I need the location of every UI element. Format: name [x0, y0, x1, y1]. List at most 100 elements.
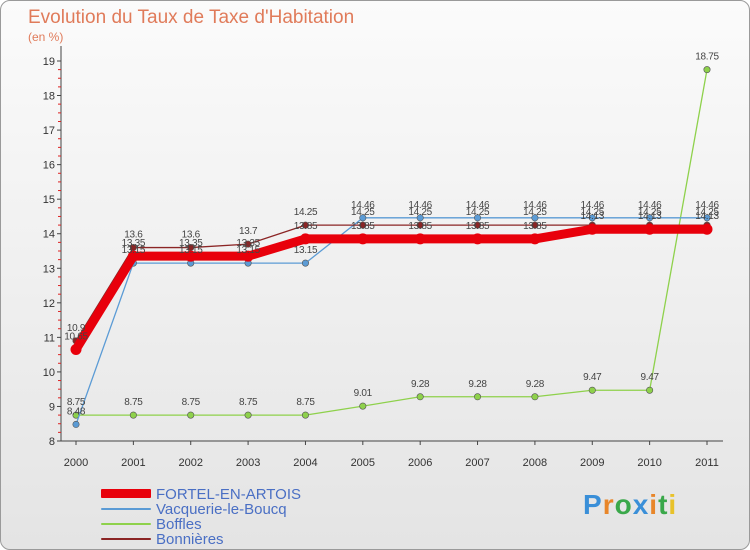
data-label: 13.15 [236, 245, 260, 256]
legend-item-vacquerie: Vacquerie-le-Boucq [101, 501, 361, 518]
data-point [474, 393, 482, 401]
data-point [416, 214, 424, 222]
legend-swatch-boffles [101, 523, 151, 525]
data-label: 9.28 [468, 379, 487, 390]
data-label: 9.01 [354, 388, 373, 399]
y-tick-label: 19 [43, 56, 55, 68]
data-label: 9.47 [583, 372, 602, 383]
data-point [588, 214, 596, 222]
data-point [70, 343, 82, 355]
data-point [244, 411, 252, 419]
data-point [359, 214, 367, 222]
data-point [531, 214, 539, 222]
x-tick-label: 2007 [465, 457, 489, 469]
data-label: 14.46 [351, 200, 375, 211]
data-point [72, 420, 80, 428]
data-label: 14.46 [581, 200, 605, 211]
y-tick-label: 16 [43, 160, 55, 172]
series-line-0 [71, 224, 712, 354]
data-label: 13.35 [236, 238, 260, 249]
data-point [646, 214, 654, 222]
data-point [531, 221, 539, 229]
legend-swatch-fortel [101, 489, 151, 498]
legend-label-bonnieres: Bonnières [156, 531, 224, 548]
data-point [359, 221, 367, 229]
x-tick-label: 2011 [695, 457, 719, 469]
data-label: 14.25 [408, 207, 432, 218]
legend-label-boffles: Boffles [156, 516, 202, 533]
series-line-2 [75, 68, 708, 416]
data-label: 14.46 [466, 200, 490, 211]
data-point [416, 393, 424, 401]
data-point [127, 250, 139, 262]
legend-item-boffles: Boffles [101, 516, 361, 533]
data-label: 14.13 [695, 211, 719, 222]
data-point [531, 393, 539, 401]
data-point [474, 221, 482, 229]
data-point [242, 250, 254, 262]
data-label: 14.25 [638, 207, 662, 218]
data-point [703, 66, 711, 74]
data-label: 10.9 [67, 323, 86, 334]
data-point [129, 411, 137, 419]
data-label: 14.25 [523, 207, 547, 218]
data-label: 9.28 [411, 379, 430, 390]
data-label: 13.85 [523, 221, 547, 232]
data-point [301, 221, 309, 229]
data-point [359, 402, 367, 410]
data-label: 8.75 [67, 397, 86, 408]
data-point [644, 223, 656, 235]
logo-letter: x [632, 489, 650, 520]
logo-letter: i [649, 489, 659, 520]
data-label: 14.13 [638, 211, 662, 222]
data-point [414, 233, 426, 245]
y-tick-label: 12 [43, 298, 55, 310]
y-tick-label: 14 [43, 229, 55, 241]
data-point [301, 259, 309, 267]
data-point [701, 223, 713, 235]
data-label: 14.25 [695, 207, 719, 218]
data-point [472, 233, 484, 245]
x-tick-label: 2001 [121, 457, 145, 469]
data-label: 13.85 [408, 221, 432, 232]
data-point [187, 411, 195, 419]
series-line-1 [75, 217, 708, 426]
y-tick-label: 11 [44, 332, 55, 344]
data-label: 14.13 [581, 211, 605, 222]
data-label: 8.48 [67, 406, 86, 417]
data-point [646, 386, 654, 394]
data-label: 13.85 [351, 221, 375, 232]
legend-swatch-bonnieres [101, 538, 151, 540]
data-label: 14.46 [408, 200, 432, 211]
data-point [301, 411, 309, 419]
data-point [474, 214, 482, 222]
data-label: 14.25 [581, 207, 605, 218]
data-label: 13.15 [179, 245, 203, 256]
logo-letter: t [658, 489, 669, 520]
data-point [529, 233, 541, 245]
chart-unit-label: (en %) [28, 30, 64, 44]
data-point [586, 223, 598, 235]
logo-letter: r [602, 489, 615, 520]
chart-legend: FORTEL-EN-ARTOIS Vacquerie-le-Boucq Boff… [101, 486, 361, 548]
x-tick-label: 2005 [351, 457, 375, 469]
proxiti-logo: Proxiti [583, 489, 677, 521]
data-point [357, 233, 369, 245]
data-label: 14.25 [294, 207, 318, 218]
data-label: 14.25 [466, 207, 490, 218]
legend-label-vacquerie: Vacquerie-le-Boucq [156, 501, 287, 518]
legend-swatch-vacquerie [101, 508, 151, 510]
data-label: 9.28 [526, 379, 545, 390]
data-label: 9.47 [641, 372, 660, 383]
data-point [416, 221, 424, 229]
logo-letter: P [583, 489, 603, 520]
legend-item-bonnieres: Bonnières [101, 531, 361, 548]
x-tick-label: 2003 [236, 457, 260, 469]
data-point [299, 233, 311, 245]
data-label: 18.75 [695, 52, 719, 63]
data-point [588, 386, 596, 394]
chart-title: Evolution du Taux de Taxe d'Habitation [28, 7, 355, 28]
x-tick-label: 2008 [523, 457, 547, 469]
